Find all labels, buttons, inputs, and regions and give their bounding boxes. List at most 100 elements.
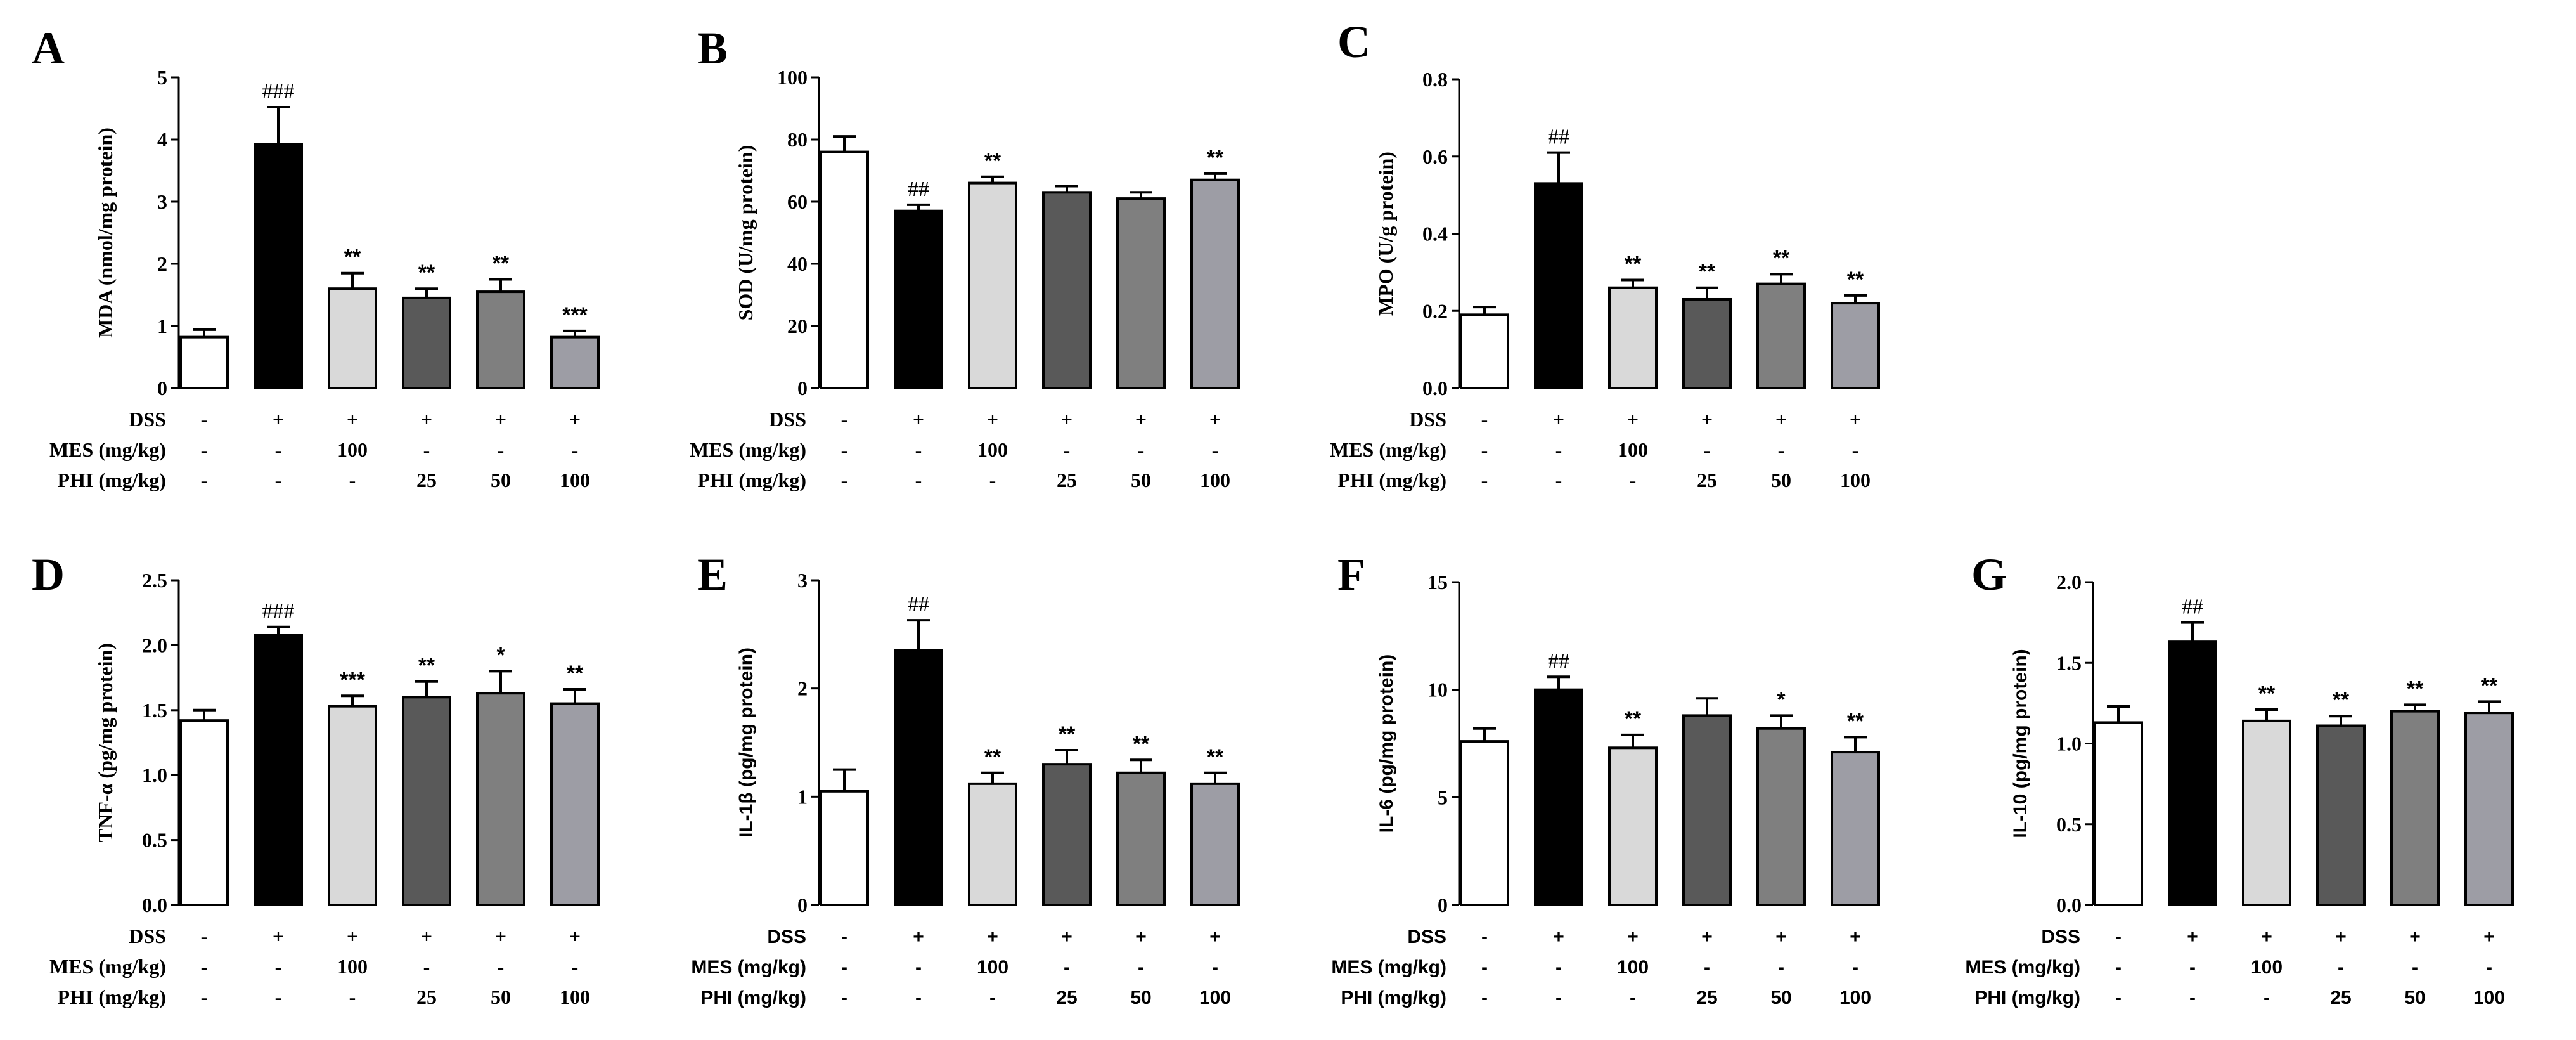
panel-d-ylabel: TNF-α (pg/mg protein) <box>94 643 117 842</box>
panel-e-bar <box>968 782 1017 907</box>
panel-g-row-value: - <box>2115 957 2122 978</box>
panel-b-ytick-label: 0 <box>797 377 808 400</box>
panel-g-row-value: + <box>2261 926 2272 947</box>
panel-a-ytick-label: 1 <box>157 315 167 337</box>
panel-c-row-value: 25 <box>1697 469 1717 491</box>
panel-f-row-value: - <box>1704 957 1710 978</box>
panel-b-row-value: - <box>841 408 848 431</box>
panel-f-letter: F <box>1337 549 1365 600</box>
panel-c-row-value: - <box>1852 438 1859 461</box>
panel-b-row-value: - <box>841 469 848 491</box>
panel-a-row-value: - <box>201 438 208 461</box>
panel-e-row-value: - <box>841 987 847 1008</box>
panel-b-ylabel: SOD (U/mg protein) <box>734 145 757 321</box>
panel-e-row-value: + <box>913 926 924 947</box>
panel-a-row-value: + <box>421 408 432 431</box>
panel-c-row-label: PHI (mg/kg) <box>1337 469 1446 491</box>
panel-g-row-value: 25 <box>2330 987 2351 1008</box>
panel-a-ytick-label: 0 <box>157 377 167 400</box>
panel-g-row-value: - <box>2115 987 2122 1008</box>
panel-e-row-value: - <box>841 926 847 947</box>
panel-g-bar <box>2168 640 2217 906</box>
panel-b-row-value: 50 <box>1131 469 1151 491</box>
panel-a-ytick-label: 3 <box>157 190 167 213</box>
panel-e-row-value: - <box>915 957 922 978</box>
panel-a-row-value: + <box>347 408 358 431</box>
panel-b-ytick-label: 20 <box>787 315 808 337</box>
panel-b-bar <box>1042 191 1092 389</box>
panel-f-ytick-label: 0 <box>1438 894 1448 916</box>
panel-b-row-value: + <box>1135 408 1147 431</box>
panel-g-row-value: + <box>2187 926 2198 947</box>
panel-f-bar <box>1460 740 1509 907</box>
panel-a-bar <box>476 290 525 389</box>
panel-f-row-value: + <box>1627 926 1639 947</box>
panel-a-bar <box>179 335 229 390</box>
panel-d-significance-label: ### <box>262 600 295 623</box>
panel-d-significance-label: ** <box>567 661 584 686</box>
panel-f-row-value: - <box>1481 987 1488 1008</box>
panel-g-row-value: 50 <box>2404 987 2425 1008</box>
panel-f-row-value: 100 <box>1839 987 1871 1008</box>
panel-g-significance-label: ## <box>2182 595 2203 619</box>
panel-d-significance-label: ** <box>418 654 435 678</box>
panel-d-row-value: 100 <box>560 985 590 1008</box>
panel-a-row-value: + <box>495 408 506 431</box>
panel-c-bar <box>1831 302 1880 390</box>
panel-g-significance-label: ** <box>2258 682 2276 706</box>
panel-f-row-value: - <box>1630 987 1636 1008</box>
panel-e-bar <box>1042 763 1092 906</box>
panel-c-significance-label: ** <box>1773 246 1790 270</box>
panel-a-ylabel: MDA (nmol/mg protein) <box>94 127 117 338</box>
panel-g-bar <box>2390 710 2440 906</box>
panel-e-bar <box>1116 771 1166 906</box>
panel-f-significance-label: ** <box>1847 709 1864 733</box>
panel-c-row-value: 100 <box>1840 469 1871 491</box>
panel-e-significance-label: ## <box>908 593 929 616</box>
panel-g-bar <box>2316 724 2366 906</box>
panel-d-ytick-label: 1.5 <box>142 699 167 722</box>
panel-e-row-value: - <box>1138 957 1144 978</box>
panel-b-row-value: 100 <box>1200 469 1230 491</box>
panel-b-letter: B <box>697 23 728 74</box>
panel-e-row-value: 25 <box>1056 987 1077 1008</box>
panel-d-row-value: + <box>273 925 284 947</box>
panel-a-bar <box>402 296 451 389</box>
panel-b-row-value: - <box>989 469 996 491</box>
panel-c-row-value: - <box>1555 438 1562 461</box>
panel-b-ytick-label: 40 <box>787 252 808 275</box>
panel-g-row-value: + <box>2409 926 2421 947</box>
panel-g-bar <box>2464 712 2514 907</box>
panel-a-row-label: MES (mg/kg) <box>49 438 166 461</box>
panel-b-significance-label: ** <box>1207 146 1224 170</box>
panel-g-row-value: - <box>2189 987 2196 1008</box>
panel-b-row-value: - <box>1064 438 1071 461</box>
panel-g-ytick-label: 2.0 <box>2056 571 2082 594</box>
panel-e-bar <box>894 649 943 907</box>
panel-f-row-value: 25 <box>1696 987 1717 1008</box>
panel-d-ytick-label: 0.0 <box>142 894 167 916</box>
panel-g-row-value: - <box>2486 957 2492 978</box>
panel-e-letter: E <box>697 549 728 600</box>
panel-c-significance-label: ## <box>1548 126 1569 149</box>
panel-e-row-value: 100 <box>977 957 1008 978</box>
panel-b-bar <box>820 150 869 389</box>
panel-c-row-value: + <box>1553 408 1564 431</box>
panel-f-bar <box>1756 727 1806 907</box>
panel-b-row-value: - <box>1138 438 1145 461</box>
panel-d-row-value: + <box>569 925 581 947</box>
panel-a-significance-label: ** <box>493 252 510 276</box>
panel-c-row-label: DSS <box>1409 408 1446 431</box>
panel-b-bar <box>1190 178 1240 389</box>
panel-c-row-value: 100 <box>1618 438 1648 461</box>
panel-a-bar <box>254 143 303 389</box>
panel-c-letter: C <box>1337 16 1370 67</box>
panel-a-row-value: - <box>572 438 579 461</box>
panel-b-row-value: 100 <box>977 438 1008 461</box>
panel-e-row-value: - <box>1212 957 1218 978</box>
panel-b-row-value: + <box>913 408 924 431</box>
panel-a-row-label: PHI (mg/kg) <box>57 469 166 491</box>
panel-b-row-value: + <box>1209 408 1221 431</box>
